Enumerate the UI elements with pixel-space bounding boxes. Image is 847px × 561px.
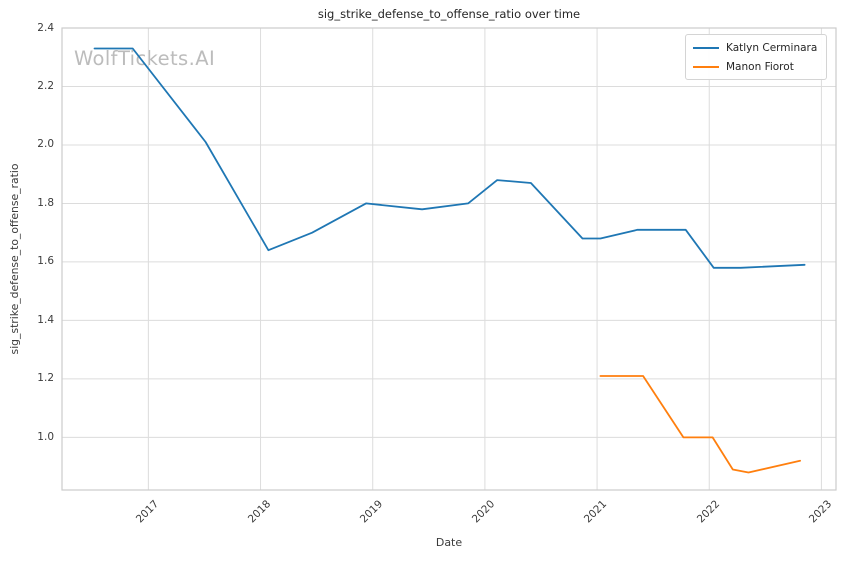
legend-item: Katlyn Cerminara: [693, 40, 817, 55]
y-tick-label: 2.2: [37, 79, 54, 92]
y-axis-label: sig_strike_defense_to_offense_ratio: [8, 163, 21, 355]
series-line-0: [93, 47, 806, 269]
legend-label: Katlyn Cerminara: [726, 41, 818, 54]
y-tick-label: 1.6: [37, 255, 54, 268]
y-tick-label: 1.4: [37, 313, 54, 326]
y-tick-label: 1.0: [37, 430, 54, 443]
chart-title: sig_strike_defense_to_offense_ratio over…: [317, 7, 581, 21]
x-axis-label: Date: [435, 536, 463, 549]
y-tick-label: 2.0: [37, 138, 54, 151]
legend-label: Manon Fiorot: [726, 60, 794, 73]
legend-line-swatch: [693, 65, 719, 68]
y-tick-label: 1.2: [37, 372, 54, 385]
y-tick-label: 1.8: [37, 196, 54, 209]
legend: Katlyn Cerminara Manon Fiorot: [685, 34, 828, 80]
legend-item: Manon Fiorot: [693, 59, 817, 74]
plot-border: [61, 27, 837, 491]
y-tick-label: 2.4: [37, 21, 54, 34]
series-line-1: [599, 375, 801, 474]
legend-line-swatch: [693, 46, 719, 49]
watermark: WolfTickets.AI: [74, 47, 216, 70]
